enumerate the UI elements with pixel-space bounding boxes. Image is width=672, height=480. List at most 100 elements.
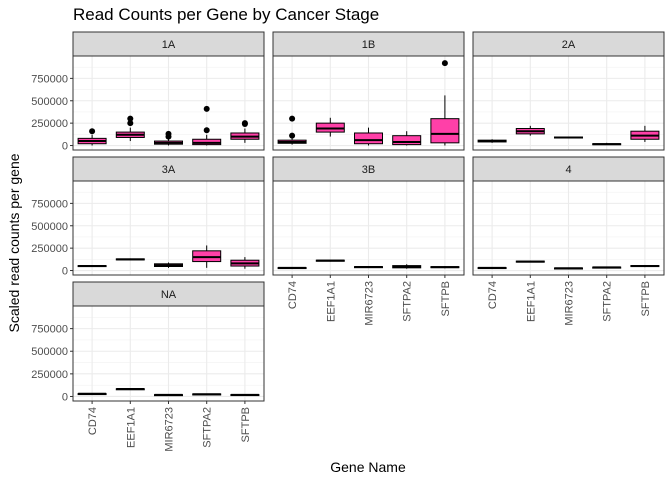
box-sftpa2 (192, 245, 222, 268)
chart-title: Read Counts per Gene by Cancer Stage (73, 5, 379, 24)
box-cd74 (277, 266, 307, 270)
y-tick-label: 250000 (31, 369, 68, 381)
outlier-point (127, 115, 134, 122)
box-mir6723 (154, 393, 183, 397)
box-sftpb (230, 257, 260, 269)
box-eef1a1 (115, 115, 145, 142)
panel-border (72, 180, 265, 276)
x-tick-label: SFTPB (240, 407, 252, 442)
facet-strip-label: 3A (162, 164, 176, 176)
outlier-point (127, 120, 134, 127)
box-eef1a1 (515, 125, 545, 136)
x-tick-label: CD74 (487, 281, 499, 309)
box-body (392, 135, 422, 146)
box-eef1a1 (515, 260, 545, 263)
box-sftpa2 (392, 264, 422, 269)
x-tick-label: SFTPA2 (402, 281, 414, 322)
facet-strip (472, 31, 665, 57)
x-tick-label: MIR6723 (564, 281, 576, 326)
box-eef1a1 (315, 259, 345, 262)
box-cd74 (277, 115, 307, 145)
outlier-point (289, 132, 296, 139)
box-cd74 (77, 265, 107, 268)
x-axis-title: Gene Name (330, 459, 406, 475)
x-tick-label: SFTPB (640, 281, 652, 316)
x-tick-label: EEF1A1 (125, 407, 137, 448)
facet-1a: 1A 0 250000 500000 750000 (31, 31, 265, 153)
facet-3b: 3B CD74 EEF1A1 MIR6723 SFTPA2 SFTPB (272, 156, 465, 326)
box-sftpa2 (592, 142, 622, 146)
y-tick-label: 250000 (31, 118, 68, 130)
y-tick-label: 0 (62, 141, 68, 153)
box-cd74 (77, 392, 107, 396)
y-axis-title: Scaled read counts per gene (6, 153, 22, 332)
box-sftpa2 (392, 131, 422, 146)
box-eef1a1 (115, 258, 145, 261)
box-sftpa2 (592, 266, 622, 269)
outlier-point (441, 60, 448, 67)
panel-border (472, 55, 665, 151)
panel-border (72, 55, 265, 151)
x-tick-label: MIR6723 (164, 407, 176, 452)
y-tick-label: 250000 (31, 243, 68, 255)
facet-strip-label: 3B (362, 164, 375, 176)
x-tick-label: CD74 (87, 407, 99, 435)
y-tick-label: 750000 (31, 324, 68, 336)
facet-3a: 3A 0 250000 500000 750000 (31, 156, 265, 278)
facet-strip-label: 2A (562, 39, 576, 51)
facet-2a: 2A (472, 31, 665, 151)
facet-strip (72, 156, 265, 182)
x-tick-label: SFTPA2 (602, 281, 614, 322)
box-sftpb (430, 60, 460, 146)
y-tick-label: 500000 (31, 346, 68, 358)
y-tick-label: 0 (62, 391, 68, 403)
facet-strip-label: NA (161, 289, 177, 301)
facet-na: NA 0 250000 500000 750000 CD74 EEF1A1 MIR6723 SF… (31, 281, 265, 452)
box-sftpb (630, 264, 660, 268)
x-tick-label: EEF1A1 (325, 281, 337, 322)
box-body (430, 118, 460, 144)
box-sftpb (630, 125, 660, 142)
x-tick-label: CD74 (287, 281, 299, 309)
box-sftpb (230, 120, 260, 143)
box-eef1a1 (315, 117, 345, 137)
facet-grid: 1A 0 250000 500000 750000 1B 2A 3A 0 250000 500000… (31, 31, 665, 452)
box-cd74 (77, 128, 107, 146)
y-tick-label: 750000 (31, 198, 68, 210)
box-mir6723 (154, 130, 183, 146)
box-mir6723 (154, 262, 183, 268)
facet-strip (72, 31, 265, 57)
box-sftpb (230, 393, 260, 397)
box-body (354, 132, 383, 145)
outlier-point (289, 115, 296, 122)
box-mir6723 (554, 136, 583, 139)
y-tick-label: 0 (62, 266, 68, 278)
facet-strip-label: 1A (162, 39, 176, 51)
y-tick-label: 500000 (31, 96, 68, 108)
box-sftpa2 (192, 393, 222, 396)
box-cd74 (477, 139, 507, 143)
outlier-point (165, 130, 172, 137)
panel-border (272, 55, 465, 151)
facet-strip (472, 156, 665, 182)
x-tick-label: SFTPB (440, 281, 452, 316)
facet-4: 4 CD74 EEF1A1 MIR6723 SFTPA2 SFTPB (472, 156, 665, 326)
x-tick-label: EEF1A1 (525, 281, 537, 322)
box-mir6723 (554, 267, 583, 270)
facet-strip-label: 4 (565, 164, 571, 176)
y-tick-label: 500000 (31, 221, 68, 233)
box-sftpb (430, 266, 460, 269)
x-tick-label: SFTPA2 (202, 407, 214, 448)
box-mir6723 (354, 265, 383, 269)
box-sftpa2 (192, 105, 222, 146)
outlier-point (203, 105, 210, 112)
outlier-point (89, 128, 96, 135)
facet-strip-label: 1B (362, 39, 375, 51)
facet-1b: 1B (272, 31, 465, 151)
box-eef1a1 (115, 388, 145, 391)
x-tick-label: MIR6723 (364, 281, 376, 326)
outlier-point (203, 127, 210, 134)
box-mir6723 (354, 127, 383, 146)
box-cd74 (477, 266, 507, 270)
